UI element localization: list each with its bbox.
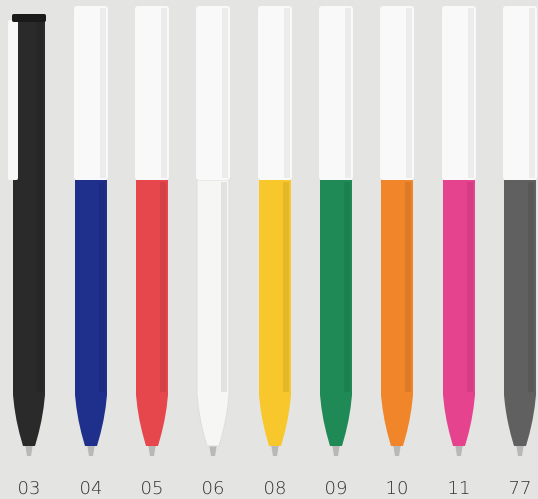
pen-body [381,180,413,446]
color-code: 10 [386,478,409,499]
pen-cap [503,6,537,180]
pen-shade [405,182,411,392]
pen-cap-shade [529,8,535,178]
pen-cap [442,6,476,180]
pen-cap [135,6,169,180]
color-code: 08 [264,478,287,499]
pen-tip [393,444,401,456]
pen-tip [87,444,95,456]
color-code: 05 [141,478,164,499]
pen-body [75,180,107,446]
pen-cap-shade [284,8,290,178]
pen-cap [319,6,353,180]
pen-tip [516,444,524,456]
pen-cap [258,6,292,180]
pen-cap-shade [406,8,412,178]
pen-body [259,180,291,446]
pen-shade [344,182,350,392]
pen-shade [283,182,289,392]
pen-shade [160,182,166,392]
color-code: 77 [509,478,532,499]
pen-cap-top [12,14,46,22]
color-code: 11 [448,478,471,499]
pen-body [443,180,475,446]
pen-tip [271,444,279,456]
pen-body [504,180,536,446]
color-code: 09 [325,478,348,499]
pen-cap-shade [222,8,228,178]
pen-shade [221,182,227,392]
pen-tip [148,444,156,456]
pen-cap-shade [345,8,351,178]
pen-shade [37,20,43,392]
pen-shade [99,182,105,392]
pen-cap-shade [100,8,106,178]
pen-body [136,180,168,446]
pen-cap [380,6,414,180]
color-code: 03 [18,478,41,499]
pen-body [320,180,352,446]
pen-body [13,18,45,446]
pen-tip [332,444,340,456]
pen-body [196,179,230,447]
pen-tip [25,444,33,456]
pen-cap-shade [161,8,167,178]
pen-clip [8,20,18,180]
pen-tip [455,444,463,456]
pen-cap-shade [468,8,474,178]
pen-shade [467,182,473,392]
pen-tip [209,444,217,456]
pen-cap [196,6,230,180]
pen-cap [74,6,108,180]
pen-shade [528,182,534,392]
color-code: 06 [202,478,225,499]
color-code: 04 [80,478,103,499]
